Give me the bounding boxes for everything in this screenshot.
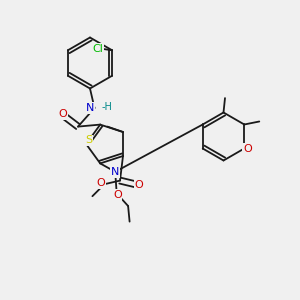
Text: N: N (86, 103, 94, 113)
Text: O: O (113, 190, 122, 200)
Text: -H: -H (101, 102, 112, 112)
Text: O: O (243, 144, 252, 154)
Text: O: O (58, 109, 67, 119)
Text: N: N (111, 167, 119, 177)
Text: Cl: Cl (92, 44, 103, 54)
Text: S: S (85, 135, 93, 146)
Text: O: O (134, 180, 143, 190)
Text: O: O (96, 178, 105, 188)
